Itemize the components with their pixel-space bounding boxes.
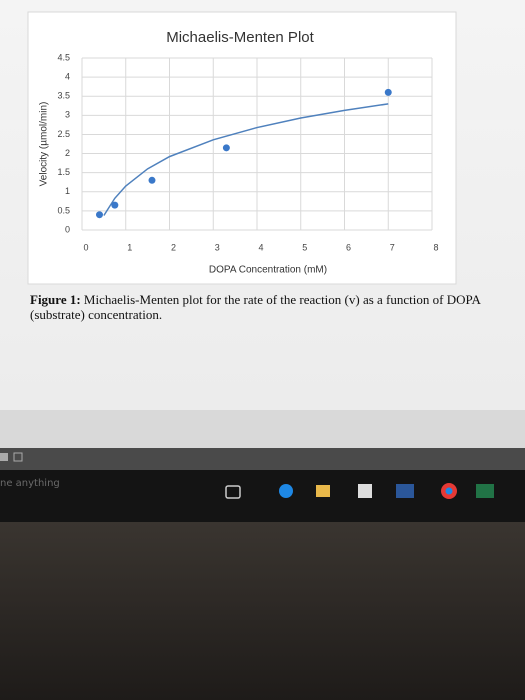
x-tick-label: 5 (302, 242, 307, 252)
chart-area (27, 11, 457, 285)
x-tick-label: 2 (171, 242, 176, 252)
y-tick-label: 1 (65, 186, 70, 196)
y-axis-label: Velocity (µmol/min) (39, 102, 50, 187)
data-point (384, 88, 392, 96)
search-box[interactable]: ne anything (0, 478, 60, 489)
monitor-bezel (0, 522, 525, 700)
y-tick-label: 1.5 (57, 167, 70, 177)
x-tick-label: 0 (83, 242, 88, 252)
data-point (148, 176, 156, 184)
window-strip (0, 448, 525, 470)
x-tick-label: 7 (390, 242, 395, 252)
data-point (111, 201, 119, 209)
x-tick-label: 1 (127, 242, 132, 252)
y-tick-label: 4.5 (57, 52, 70, 62)
y-tick-label: 3.5 (57, 91, 70, 101)
chart-title: Michaelis-Menten Plot (166, 29, 314, 46)
figure-caption: Figure 1: Michaelis-Menten plot for the … (30, 292, 520, 322)
data-point (96, 211, 103, 219)
y-tick-label: 2.5 (57, 129, 70, 139)
caption-label: Figure 1: (30, 292, 81, 307)
y-tick-label: 4 (65, 71, 70, 81)
x-axis-label: DOPA Concentration (mM) (209, 265, 327, 276)
y-tick-label: 2 (65, 148, 70, 158)
caption-text: Michaelis-Menten plot for the rate of th… (30, 292, 481, 322)
y-tick-label: 3 (65, 110, 70, 120)
y-tick-label: 0.5 (57, 205, 70, 215)
gray-band (0, 410, 525, 448)
y-tick-label: 0 (65, 224, 70, 234)
x-tick-label: 3 (215, 242, 220, 252)
trendline (103, 103, 389, 216)
data-point (222, 144, 230, 152)
x-tick-label: 6 (346, 242, 351, 252)
x-tick-label: 4 (258, 242, 263, 252)
chart: Michaelis-Menten Plot DOPA Concentration… (27, 11, 457, 285)
taskbar (0, 470, 525, 522)
x-tick-label: 8 (433, 242, 438, 252)
